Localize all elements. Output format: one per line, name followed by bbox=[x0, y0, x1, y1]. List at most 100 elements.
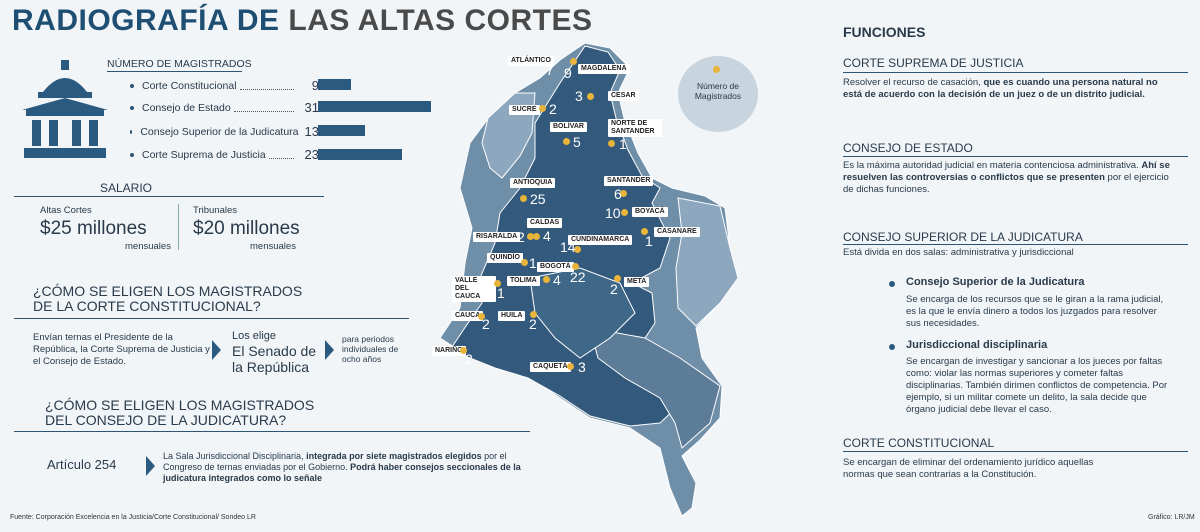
salario-heading: SALARIO bbox=[100, 181, 153, 195]
map-value-tolima: 4 bbox=[553, 272, 561, 288]
tribunales-label: Tribunales bbox=[193, 205, 238, 216]
map-label-boyaca: BOYACÁ bbox=[632, 207, 668, 217]
map-value-atlantico: 7 bbox=[546, 62, 554, 78]
map-dot bbox=[620, 190, 627, 197]
map-dot bbox=[570, 58, 577, 65]
map-dot bbox=[533, 233, 540, 240]
divider bbox=[107, 71, 242, 72]
mag-row-suprema: Corte Suprema de Justicia 23 bbox=[130, 147, 325, 162]
q1-periodos: para periodos individuales de ocho años bbox=[342, 334, 399, 364]
csj-title: Consejo Superior de la Judicatura bbox=[906, 276, 1085, 288]
judicatura-sub: Está divida en dos salas: administrativa… bbox=[843, 247, 1074, 258]
bullet-dot bbox=[130, 83, 134, 88]
map-value-valle: 1 bbox=[497, 285, 505, 301]
map-dot bbox=[621, 209, 628, 216]
map-dot bbox=[478, 313, 485, 320]
map-label-valle: VALLE DEL CAUCA bbox=[452, 276, 496, 302]
q1-elige: Los elige bbox=[232, 330, 277, 342]
map-label-caldas: CALDAS bbox=[527, 218, 563, 228]
map-label-bogota: BOGOTÁ bbox=[537, 262, 574, 272]
q1-senado: El Senado de la República bbox=[232, 343, 317, 375]
constitucional-heading: CORTE CONSTITUCIONAL bbox=[843, 436, 995, 450]
tribunales-unit: mensuales bbox=[250, 241, 296, 252]
map-dot bbox=[574, 246, 581, 253]
map-dot bbox=[543, 276, 550, 283]
map-value-bolivar: 5 bbox=[573, 134, 581, 150]
map-label-santander: SANTANDER bbox=[604, 176, 654, 186]
map-value-quindio: 1 bbox=[529, 255, 537, 271]
divider bbox=[178, 204, 179, 250]
magistrados-heading: NÚMERO DE MAGISTRADOS bbox=[107, 58, 252, 70]
altas-unit: mensuales bbox=[125, 241, 171, 252]
map-dot bbox=[641, 228, 648, 235]
page-title: RADIOGRAFÍA DE LAS ALTAS CORTES bbox=[12, 4, 593, 37]
judicatura-heading: CONSEJO SUPERIOR DE LA JUDICATURA bbox=[843, 230, 1083, 244]
map-label-cesar: CESAR bbox=[608, 91, 639, 101]
estado-text: Es la máxima autoridad judicial en mater… bbox=[843, 160, 1170, 195]
altas-label: Altas Cortes bbox=[40, 205, 92, 216]
bullet-dot bbox=[889, 344, 895, 350]
map-dot bbox=[527, 233, 534, 240]
q1-text: Envían ternas el Presidente de la Repúbl… bbox=[33, 332, 210, 367]
map-dot bbox=[572, 263, 579, 270]
map-label-caqueta: CAQUETÁ bbox=[530, 362, 571, 372]
map-value-santander: 6 bbox=[614, 186, 622, 202]
map-value-cauca: 2 bbox=[482, 316, 490, 332]
constitucional-text: Se encargan de eliminar del ordenamiento… bbox=[843, 457, 1094, 480]
map-value-caqueta: 3 bbox=[578, 359, 586, 375]
mag-row-estado: Consejo de Estado 31 bbox=[130, 100, 325, 115]
map-value-huila: 2 bbox=[529, 316, 537, 332]
map-label-sucre: SUCRE bbox=[509, 105, 540, 115]
map-label-casanare: CASANARE bbox=[654, 227, 700, 237]
altas-amount: $25 millones bbox=[40, 218, 147, 239]
courthouse-icon bbox=[22, 60, 108, 158]
map-label-cundinamarca: CUNDINAMARCA bbox=[568, 235, 633, 245]
chevron-right-icon bbox=[212, 340, 221, 360]
map-value-bogota: 22 bbox=[570, 269, 586, 285]
map-value-cesar: 3 bbox=[575, 88, 583, 104]
map-label-huila: HUILA bbox=[498, 311, 526, 321]
map-label-meta: META bbox=[624, 277, 650, 287]
map-label-narino: NARIÑO bbox=[432, 346, 466, 356]
map-dot bbox=[460, 347, 467, 354]
map-dot bbox=[539, 105, 546, 112]
map-value-sucre: 2 bbox=[549, 101, 557, 117]
funciones-heading: FUNCIONES bbox=[843, 24, 926, 40]
map-dot bbox=[521, 259, 528, 266]
map-value-casanare: 1 bbox=[645, 233, 653, 249]
mag-row-constitucional: Corte Constitucional 9 bbox=[130, 78, 325, 93]
map-value-risaralda: 2 bbox=[517, 229, 525, 245]
map-label-quindio: QUINDÍO bbox=[487, 253, 523, 263]
suprema-text: Resolver el recurso de casación, que es … bbox=[843, 77, 1158, 100]
tribunales-amount: $20 millones bbox=[193, 218, 300, 239]
source-note: Fuente: Corporación Excelencia en la Jus… bbox=[10, 514, 256, 521]
bar-suprema bbox=[318, 149, 402, 160]
csj-text: Se encarga de los recursos que se le gir… bbox=[906, 294, 1164, 329]
map-value-caldas: 4 bbox=[543, 228, 551, 244]
q2-heading: ¿CÓMO SE ELIGEN LOS MAGISTRADOS DEL CONS… bbox=[45, 397, 315, 428]
credit-note: Gráfico: LR/JM bbox=[1148, 514, 1195, 521]
bar-constitucional bbox=[318, 79, 351, 90]
q2-text: La Sala Jurisdiccional Disciplinaria, in… bbox=[163, 451, 521, 483]
suprema-heading: CORTE SUPREMA DE JUSTICIA bbox=[843, 56, 1024, 70]
articulo: Artículo 254 bbox=[47, 457, 117, 472]
map-value-antioquia: 25 bbox=[530, 191, 546, 207]
map-label-tolima: TOLIMA bbox=[507, 276, 540, 286]
map-label-risaralda: RISARALDA bbox=[473, 232, 521, 242]
chevron-right-icon bbox=[325, 340, 334, 360]
map-dot bbox=[614, 275, 621, 282]
map-value-magdalena: 9 bbox=[564, 65, 572, 81]
jd-title: Jurisdiccional disciplinaria bbox=[906, 339, 1048, 351]
mag-row-judicatura: Consejo Superior de la Judicatura 13 bbox=[130, 124, 325, 139]
map-value-cundinamarca: 14 bbox=[560, 239, 576, 255]
map-dot bbox=[530, 311, 537, 318]
jd-text: Se encargan de investigar y sancionar a … bbox=[906, 356, 1168, 415]
map-label-antioquia: ANTIOQUIA bbox=[510, 178, 556, 188]
map-dot bbox=[494, 280, 501, 287]
estado-heading: CONSEJO DE ESTADO bbox=[843, 141, 973, 155]
map-dot bbox=[520, 195, 527, 202]
bullet-dot bbox=[889, 281, 895, 287]
legend-text: Número de Magistrados bbox=[694, 81, 742, 101]
map-value-norte-santander: 1 bbox=[619, 136, 627, 152]
map-label-cauca: CAUCA bbox=[452, 311, 484, 321]
